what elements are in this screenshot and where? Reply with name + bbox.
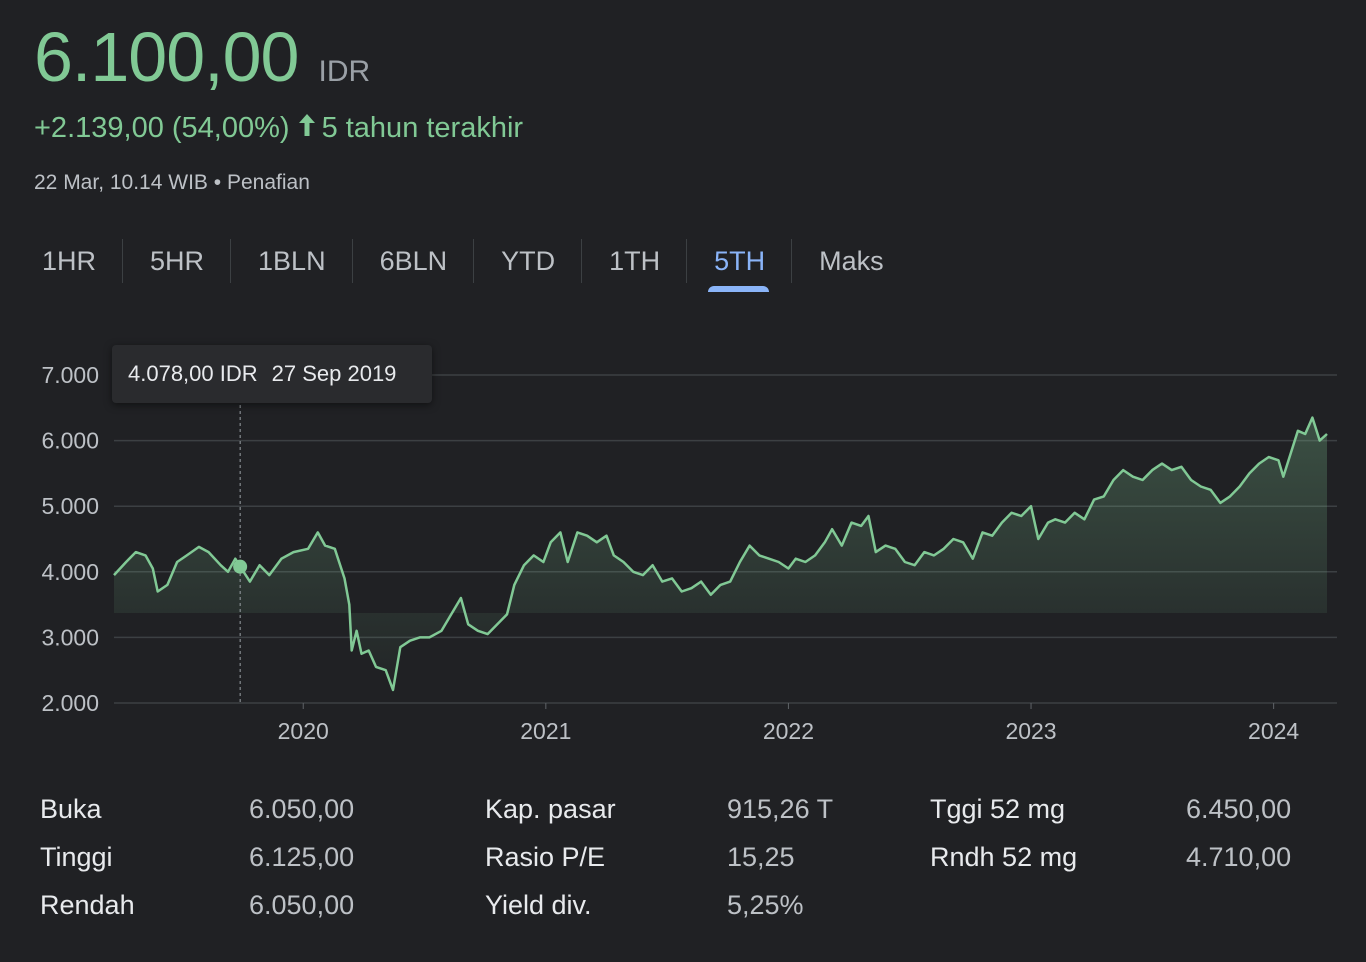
tab-label: YTD	[501, 246, 556, 276]
y-tick-label: 2.000	[41, 690, 99, 716]
change-period: 5 tahun terakhir	[321, 112, 524, 144]
tab-ytd[interactable]: YTD	[473, 236, 581, 292]
currency-code: IDR	[318, 55, 371, 88]
area-fill	[114, 417, 1327, 690]
y-tick-label: 3.000	[41, 624, 99, 650]
stat-value: 6.050,00	[249, 890, 355, 920]
stat-value: 6.450,00	[1186, 794, 1292, 824]
price-header: 6.100,00 IDR	[34, 22, 370, 92]
y-tick-label: 7.000	[41, 362, 99, 388]
current-price: 6.100,00	[34, 18, 299, 96]
tab-label: 5TH	[714, 246, 766, 276]
y-tick-label: 5.000	[41, 493, 99, 519]
stat-value: 6.050,00	[249, 794, 355, 824]
hover-point	[233, 559, 248, 574]
hover-tooltip: 4.078,00 IDR 27 Sep 2019	[112, 345, 432, 403]
tooltip-value: 4.078,00 IDR	[128, 361, 258, 386]
timestamp-line: 22 Mar, 10.14 WIB • Penafian	[34, 171, 310, 195]
y-tick-label: 4.000	[41, 559, 99, 585]
stat-value: 4.710,00	[1186, 842, 1292, 872]
price-change: +2.139,00 (54,00%) 5 tahun terakhir	[34, 112, 523, 145]
tab-1th[interactable]: 1TH	[581, 236, 686, 292]
x-tick-label: 2020	[278, 718, 329, 744]
tab-maks[interactable]: Maks	[791, 236, 910, 292]
stat-label: Tinggi	[40, 842, 113, 872]
tab-1hr[interactable]: 1HR	[14, 236, 122, 292]
price-line	[113, 416, 1328, 692]
change-value: +2.139,00 (54,00%)	[34, 112, 290, 144]
tab-label: 6BLN	[379, 246, 448, 276]
stat-label: Kap. pasar	[485, 794, 616, 824]
stat-label: Rasio P/E	[485, 842, 606, 872]
range-tabs: 1HR 5HR 1BLN 6BLN YTD 1TH 5TH Maks	[14, 236, 910, 292]
stat-label: Rendah	[40, 890, 135, 920]
arrow-up-icon	[298, 112, 316, 145]
stat-value: 915,26 T	[727, 794, 834, 824]
tab-label: Maks	[819, 246, 884, 276]
stat-value: 5,25%	[727, 890, 804, 920]
tab-6bln[interactable]: 6BLN	[351, 236, 474, 292]
tab-label: 1HR	[42, 246, 97, 276]
tab-5th[interactable]: 5TH	[686, 236, 791, 292]
x-tick-label: 2024	[1248, 718, 1299, 744]
separator-dot: •	[213, 171, 222, 194]
tab-label: 1TH	[609, 246, 661, 276]
tab-5hr[interactable]: 5HR	[122, 236, 230, 292]
disclaimer-link[interactable]: Penafian	[226, 171, 310, 194]
x-tick-label: 2023	[1005, 718, 1056, 744]
x-tick-label: 2022	[763, 718, 814, 744]
stat-value: 15,25	[727, 842, 795, 872]
stat-label: Tggi 52 mg	[930, 794, 1066, 824]
stat-label: Rndh 52 mg	[930, 842, 1078, 872]
tab-label: 1BLN	[258, 246, 326, 276]
timestamp: 22 Mar, 10.14 WIB	[34, 171, 208, 194]
y-tick-label: 6.000	[41, 428, 99, 454]
tooltip-date: 27 Sep 2019	[271, 361, 397, 386]
x-tick-label: 2021	[520, 718, 571, 744]
stat-value: 6.125,00	[249, 842, 355, 872]
tab-1bln[interactable]: 1BLN	[230, 236, 352, 292]
stat-label: Buka	[40, 794, 102, 824]
tab-label: 5HR	[150, 246, 205, 276]
stat-label: Yield div.	[485, 890, 592, 920]
